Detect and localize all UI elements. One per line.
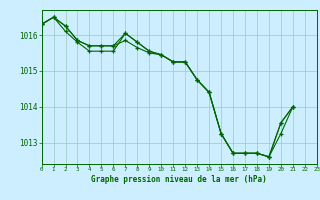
X-axis label: Graphe pression niveau de la mer (hPa): Graphe pression niveau de la mer (hPa) (91, 175, 267, 184)
